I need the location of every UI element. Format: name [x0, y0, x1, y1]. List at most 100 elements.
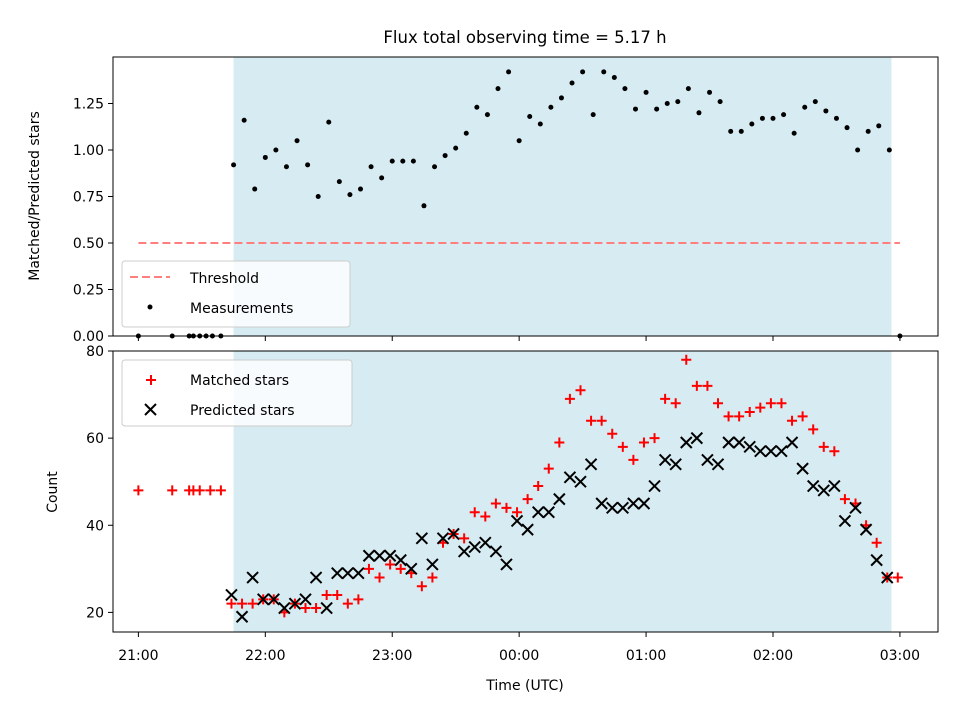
matched-star-point [332, 589, 343, 600]
predicted-star-point [828, 479, 841, 493]
measurement-point [685, 86, 691, 92]
x-tick-label: 03:00 [880, 648, 920, 664]
predicted-star-point [838, 514, 852, 528]
matched-star-point [459, 533, 470, 544]
legend-predicted-label: Predicted stars [190, 403, 295, 419]
matched-star-point [776, 398, 787, 409]
matched-star-point [226, 598, 237, 609]
predicted-star-point [817, 484, 830, 497]
predicted-star-point [436, 532, 450, 545]
predicted-star-point [415, 532, 429, 545]
predicted-star-point [680, 436, 693, 449]
measurement-point [432, 164, 438, 170]
matched-star-point [596, 415, 607, 426]
matched-star-point [564, 393, 575, 404]
matched-star-point [638, 437, 649, 448]
measurement-point [262, 154, 268, 160]
bottom-ylabel: Count [45, 471, 61, 513]
measurement-point [506, 69, 512, 75]
matched-star-point [215, 485, 226, 496]
top-y-tick-label: 0.25 [73, 283, 104, 299]
predicted-star-point [690, 431, 704, 445]
predicted-star-point [711, 458, 725, 471]
predicted-star-point [225, 588, 238, 602]
predicted-star-point [521, 523, 534, 536]
predicted-star-point [870, 553, 883, 567]
measurement-point [791, 130, 797, 136]
predicted-star-point [383, 549, 397, 562]
matched-star-point [670, 398, 681, 409]
matched-star-point [374, 572, 385, 583]
matched-star-point [892, 572, 903, 583]
bottom-axes-frame [112, 350, 939, 633]
matched-star-point [300, 603, 311, 614]
matched-star-point [617, 441, 628, 452]
predicted-star-point [553, 492, 566, 506]
measurement-point [283, 164, 289, 170]
top-y-tick-label: 1.00 [73, 143, 104, 159]
predicted-star-point [806, 479, 820, 493]
predicted-star-point [331, 566, 344, 580]
predicted-star-point [235, 610, 249, 623]
measurement-point [315, 194, 321, 199]
predicted-star-point [648, 479, 661, 493]
predicted-star-point [256, 593, 270, 606]
predicted-star-point [373, 549, 386, 562]
measurement-point [886, 147, 892, 153]
predicted-star-point [627, 497, 640, 510]
matched-star-point [205, 485, 216, 496]
top-ylabel: Matched/Predicted stars [27, 111, 43, 281]
measurement-point [527, 114, 533, 120]
bottom-y-tick-label: 80 [86, 344, 104, 360]
matched-star-point [543, 463, 554, 474]
matched-star-point [607, 428, 618, 439]
top-panel: 0.00 0.25 0.50 0.75 1.00 1.25 Matched/Predict… [27, 56, 939, 345]
matched-star-point [628, 454, 639, 465]
measurement-point [590, 112, 596, 118]
measurement-point [865, 128, 871, 134]
predicted-star-point [489, 545, 503, 558]
measurement-point [601, 69, 607, 75]
measurement-point [569, 80, 575, 86]
predicted-star-point [246, 571, 259, 584]
top-y-tick-label: 0.50 [73, 236, 104, 252]
matched-star-point [818, 441, 829, 452]
predicted-star-point [775, 444, 788, 458]
measurement-point [463, 130, 469, 136]
top-legend: Threshold Measurements [121, 260, 351, 328]
predicted-star-point [309, 571, 323, 584]
predicted-star-point [743, 440, 756, 454]
matched-star-point [787, 415, 798, 426]
measurement-point [633, 106, 638, 112]
measurement-point [421, 203, 427, 209]
predicted-star-point [754, 444, 767, 458]
predicted-star-point [637, 497, 651, 510]
measurement-point [664, 101, 670, 106]
predicted-star-point [849, 501, 862, 515]
predicted-star-point [278, 601, 291, 615]
top-y-tick-label: 1.25 [73, 97, 104, 113]
measurement-point [558, 95, 564, 101]
predicted-star-point [722, 436, 735, 449]
matched-star-point [808, 424, 819, 435]
x-tick-label: 21:00 [118, 648, 158, 664]
x-tick-label: 00:00 [499, 648, 539, 664]
matched-star-point [649, 433, 660, 444]
measurement-point [368, 164, 374, 170]
bottom-y-tick-label: 40 [86, 518, 104, 534]
measurement-point [442, 153, 448, 159]
matched-star-point [575, 385, 586, 396]
legend-measurements-swatch [147, 304, 153, 310]
x-tick-label: 01:00 [626, 648, 666, 664]
predicted-star-point [479, 536, 492, 549]
matched-star-point [702, 380, 713, 391]
predicted-star-point [394, 553, 407, 567]
legend-measurements-label: Measurements [190, 301, 293, 317]
matched-star-point [342, 598, 353, 609]
predicted-star-point [457, 545, 471, 558]
measurement-point [855, 147, 861, 153]
measurement-point [400, 158, 406, 164]
predicted-star-point [563, 471, 577, 484]
measurement-point [707, 89, 713, 95]
matched-star-point [755, 402, 766, 413]
